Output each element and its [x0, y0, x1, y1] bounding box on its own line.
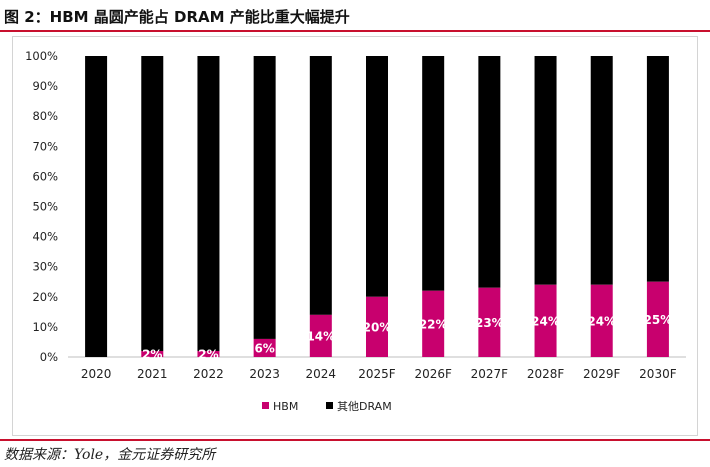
bar-hbm [646, 281, 669, 357]
bar-hbm [422, 290, 445, 357]
source-note: 数据来源：Yole，金元证券研究所 [4, 447, 216, 463]
bar-hbm [253, 338, 276, 357]
y-tick-label: 40% [32, 230, 58, 244]
x-tick-label: 2023 [249, 367, 280, 381]
y-tick-label: 90% [32, 79, 58, 93]
bar-other-dram [422, 56, 445, 291]
bar-other-dram [590, 56, 613, 285]
y-tick-label: 70% [32, 139, 58, 153]
bar-other-dram [646, 56, 669, 282]
data-label-hbm: 23% [475, 316, 504, 330]
chart-frame [12, 36, 698, 436]
x-tick-label: 2022 [193, 367, 224, 381]
y-tick-label: 30% [32, 260, 58, 274]
y-tick-label: 10% [32, 320, 58, 334]
x-tick-label: 2020 [81, 367, 112, 381]
bar-hbm [197, 350, 220, 357]
bar-other-dram [253, 56, 276, 339]
y-tick-label: 50% [32, 200, 58, 214]
figure-title-bar: 图 2：HBM 晶圆产能占 DRAM 产能比重大幅提升 [0, 0, 710, 32]
bar-other-dram [197, 56, 220, 351]
legend-hbm-swatch [262, 402, 269, 409]
bar-hbm [309, 314, 332, 357]
data-label-hbm: 24% [531, 314, 560, 328]
bar-other-dram [141, 56, 164, 351]
x-tick-label: 2028F [527, 367, 565, 381]
x-tick-label: 2025F [358, 367, 396, 381]
y-tick-label: 80% [32, 109, 58, 123]
x-tick-label: 2024 [306, 367, 337, 381]
legend-hbm-label: HBM [273, 400, 298, 413]
data-label-hbm: 20% [363, 320, 392, 334]
bar-hbm [534, 284, 557, 357]
bar-hbm [590, 284, 613, 357]
bar-other-dram [309, 56, 332, 315]
y-tick-label: 0% [40, 350, 58, 364]
bar-other-dram [478, 56, 501, 288]
x-tick-label: 2026F [414, 367, 452, 381]
bar-other-dram [366, 56, 388, 297]
figure-title: 图 2：HBM 晶圆产能占 DRAM 产能比重大幅提升 [4, 8, 350, 26]
data-label-hbm: 25% [644, 313, 673, 327]
bar-other-dram [85, 56, 108, 357]
bar-hbm [141, 350, 164, 357]
legend-other-dram-label: 其他DRAM [337, 400, 392, 413]
data-label-hbm: 6% [254, 341, 274, 355]
source-divider [0, 439, 710, 441]
bar-hbm [366, 296, 388, 357]
y-tick-label: 60% [32, 169, 58, 183]
x-tick-label: 2030F [639, 367, 677, 381]
title-divider [0, 30, 710, 32]
x-tick-label: 2021 [137, 367, 168, 381]
stacked-bar-chart: 0% 10% 20% 30% 40% 50% 60% 70% 80% 90% 100% 2020 2% 2… [25, 49, 686, 413]
x-tick-label: 2029F [583, 367, 621, 381]
data-label-hbm: 14% [306, 329, 335, 343]
data-label-hbm: 2% [142, 347, 162, 361]
data-label-hbm: 22% [419, 317, 448, 331]
y-tick-label: 20% [32, 290, 58, 304]
data-label-hbm: 24% [587, 314, 616, 328]
x-tick-label: 2027F [471, 367, 509, 381]
bar-hbm [478, 287, 501, 357]
data-label-hbm: 2% [198, 347, 218, 361]
y-tick-label: 100% [25, 49, 58, 63]
legend-other-dram-swatch [326, 402, 333, 409]
bar-other-dram [534, 56, 557, 285]
